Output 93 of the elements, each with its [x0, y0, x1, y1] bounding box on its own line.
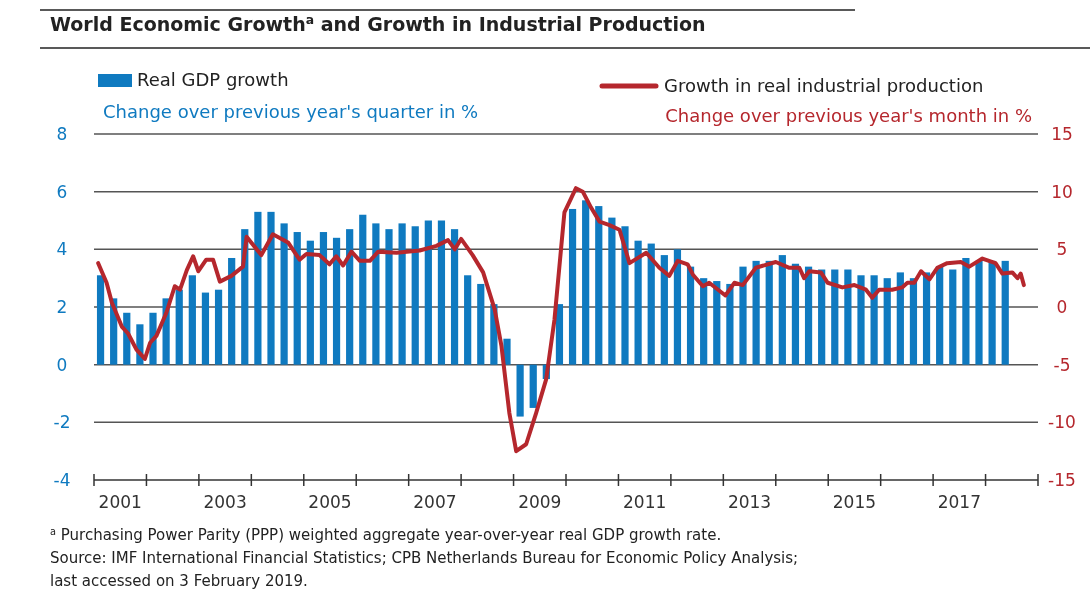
- x-tick-label: 2011: [623, 492, 667, 512]
- bar: [726, 283, 734, 365]
- x-tick-label: 2005: [308, 492, 352, 512]
- y2-tick-label: -10: [1048, 412, 1076, 433]
- bar: [346, 229, 354, 365]
- y-tick-label: 6: [56, 181, 68, 202]
- bar: [713, 281, 721, 365]
- y2-tick-label: 0: [1056, 297, 1068, 317]
- bar: [752, 260, 760, 365]
- bar: [700, 278, 708, 365]
- bar: [922, 272, 931, 365]
- y2-tick-label: -15: [1048, 470, 1076, 490]
- bar: [949, 269, 957, 365]
- x-tick-label: 2013: [727, 492, 772, 512]
- legend-label: Growth in real industrial production: [664, 75, 984, 96]
- bar: [516, 364, 524, 417]
- y-tick-label: 2: [56, 297, 68, 317]
- text: last accessed on 3 February 2019.: [50, 572, 308, 590]
- y-tick-label: 4: [56, 239, 68, 260]
- bar: [634, 240, 642, 365]
- bar: [673, 249, 682, 365]
- y-axis-title: Change over previous year's quarter in %: [103, 101, 479, 122]
- bar: [778, 255, 786, 365]
- bar: [424, 220, 432, 365]
- bar: [267, 211, 275, 365]
- bar: [962, 257, 970, 365]
- chart-title: World Economic Growth$^{a}$ and Growth in Industrial Production: [50, 13, 706, 35]
- bar: [332, 237, 341, 365]
- bar: [831, 269, 839, 365]
- bar: [437, 220, 446, 365]
- x-tick-label: 2015: [832, 492, 877, 512]
- bar: [896, 272, 904, 365]
- bar: [975, 260, 983, 365]
- bar: [909, 278, 918, 365]
- x-tick-label: 2009: [518, 492, 562, 512]
- bar: [477, 283, 485, 365]
- bar: [372, 223, 380, 365]
- bar: [306, 240, 314, 365]
- y2-tick-label: 10: [1051, 181, 1073, 202]
- bar: [595, 206, 603, 365]
- bar: [844, 269, 852, 365]
- bar: [555, 304, 564, 365]
- bar: [647, 243, 655, 365]
- bar: [188, 275, 196, 365]
- y2-axis-title: Change over previous year's month in %: [665, 105, 1032, 126]
- bar: [608, 217, 616, 365]
- y2-tick-label: 15: [1051, 124, 1073, 144]
- bar: [398, 223, 406, 365]
- bar: [529, 364, 537, 408]
- bar: [660, 255, 668, 365]
- bar: [411, 226, 419, 365]
- bar: [582, 200, 590, 365]
- line-series: [96, 186, 1026, 454]
- y-tick-label: -2: [53, 412, 71, 433]
- text: $^{a}$ Purchasing Power Parity (PPP) weighted aggregate year-over-year real GDP growth rate.: [50, 525, 722, 544]
- bar: [936, 266, 944, 365]
- bar: [214, 289, 223, 365]
- bar: [1001, 260, 1009, 365]
- y-tick-label: 0: [56, 354, 68, 375]
- bar: [450, 229, 459, 365]
- bar: [254, 211, 262, 365]
- x-tick-label: 2003: [203, 492, 247, 512]
- bar: [228, 257, 236, 365]
- x-tick-label: 2017: [937, 492, 981, 512]
- y-tick-label: -4: [53, 470, 71, 490]
- source-note: Source: IMF International Financial Statistics; CPB Netherlands Bureau for Economic Policy Analysis;: [50, 549, 799, 567]
- bar: [686, 266, 695, 365]
- bar: [464, 275, 472, 365]
- bar: [791, 263, 800, 365]
- y2-tick-label: 5: [1056, 239, 1068, 260]
- bar: [765, 260, 773, 365]
- bar: [385, 229, 393, 365]
- bar: [293, 232, 301, 365]
- x-tick-label: 2007: [413, 492, 457, 512]
- bar: [319, 232, 328, 365]
- x-tick-label: 2001: [98, 492, 142, 512]
- bar: [870, 275, 878, 365]
- bar: [568, 208, 577, 365]
- bar: [201, 292, 210, 365]
- bar: [988, 260, 996, 365]
- bar: [857, 275, 865, 365]
- bar: [96, 275, 105, 365]
- bar: [883, 278, 891, 365]
- bar: [804, 266, 813, 365]
- bar: [818, 269, 826, 365]
- legend-label: Real GDP growth: [137, 69, 289, 90]
- bar: [280, 223, 288, 365]
- bar: [621, 226, 629, 365]
- bar: [359, 214, 367, 365]
- y-tick-label: 8: [56, 124, 68, 144]
- bar: [175, 289, 183, 365]
- y2-tick-label: -5: [1053, 354, 1071, 375]
- bar: [739, 266, 747, 365]
